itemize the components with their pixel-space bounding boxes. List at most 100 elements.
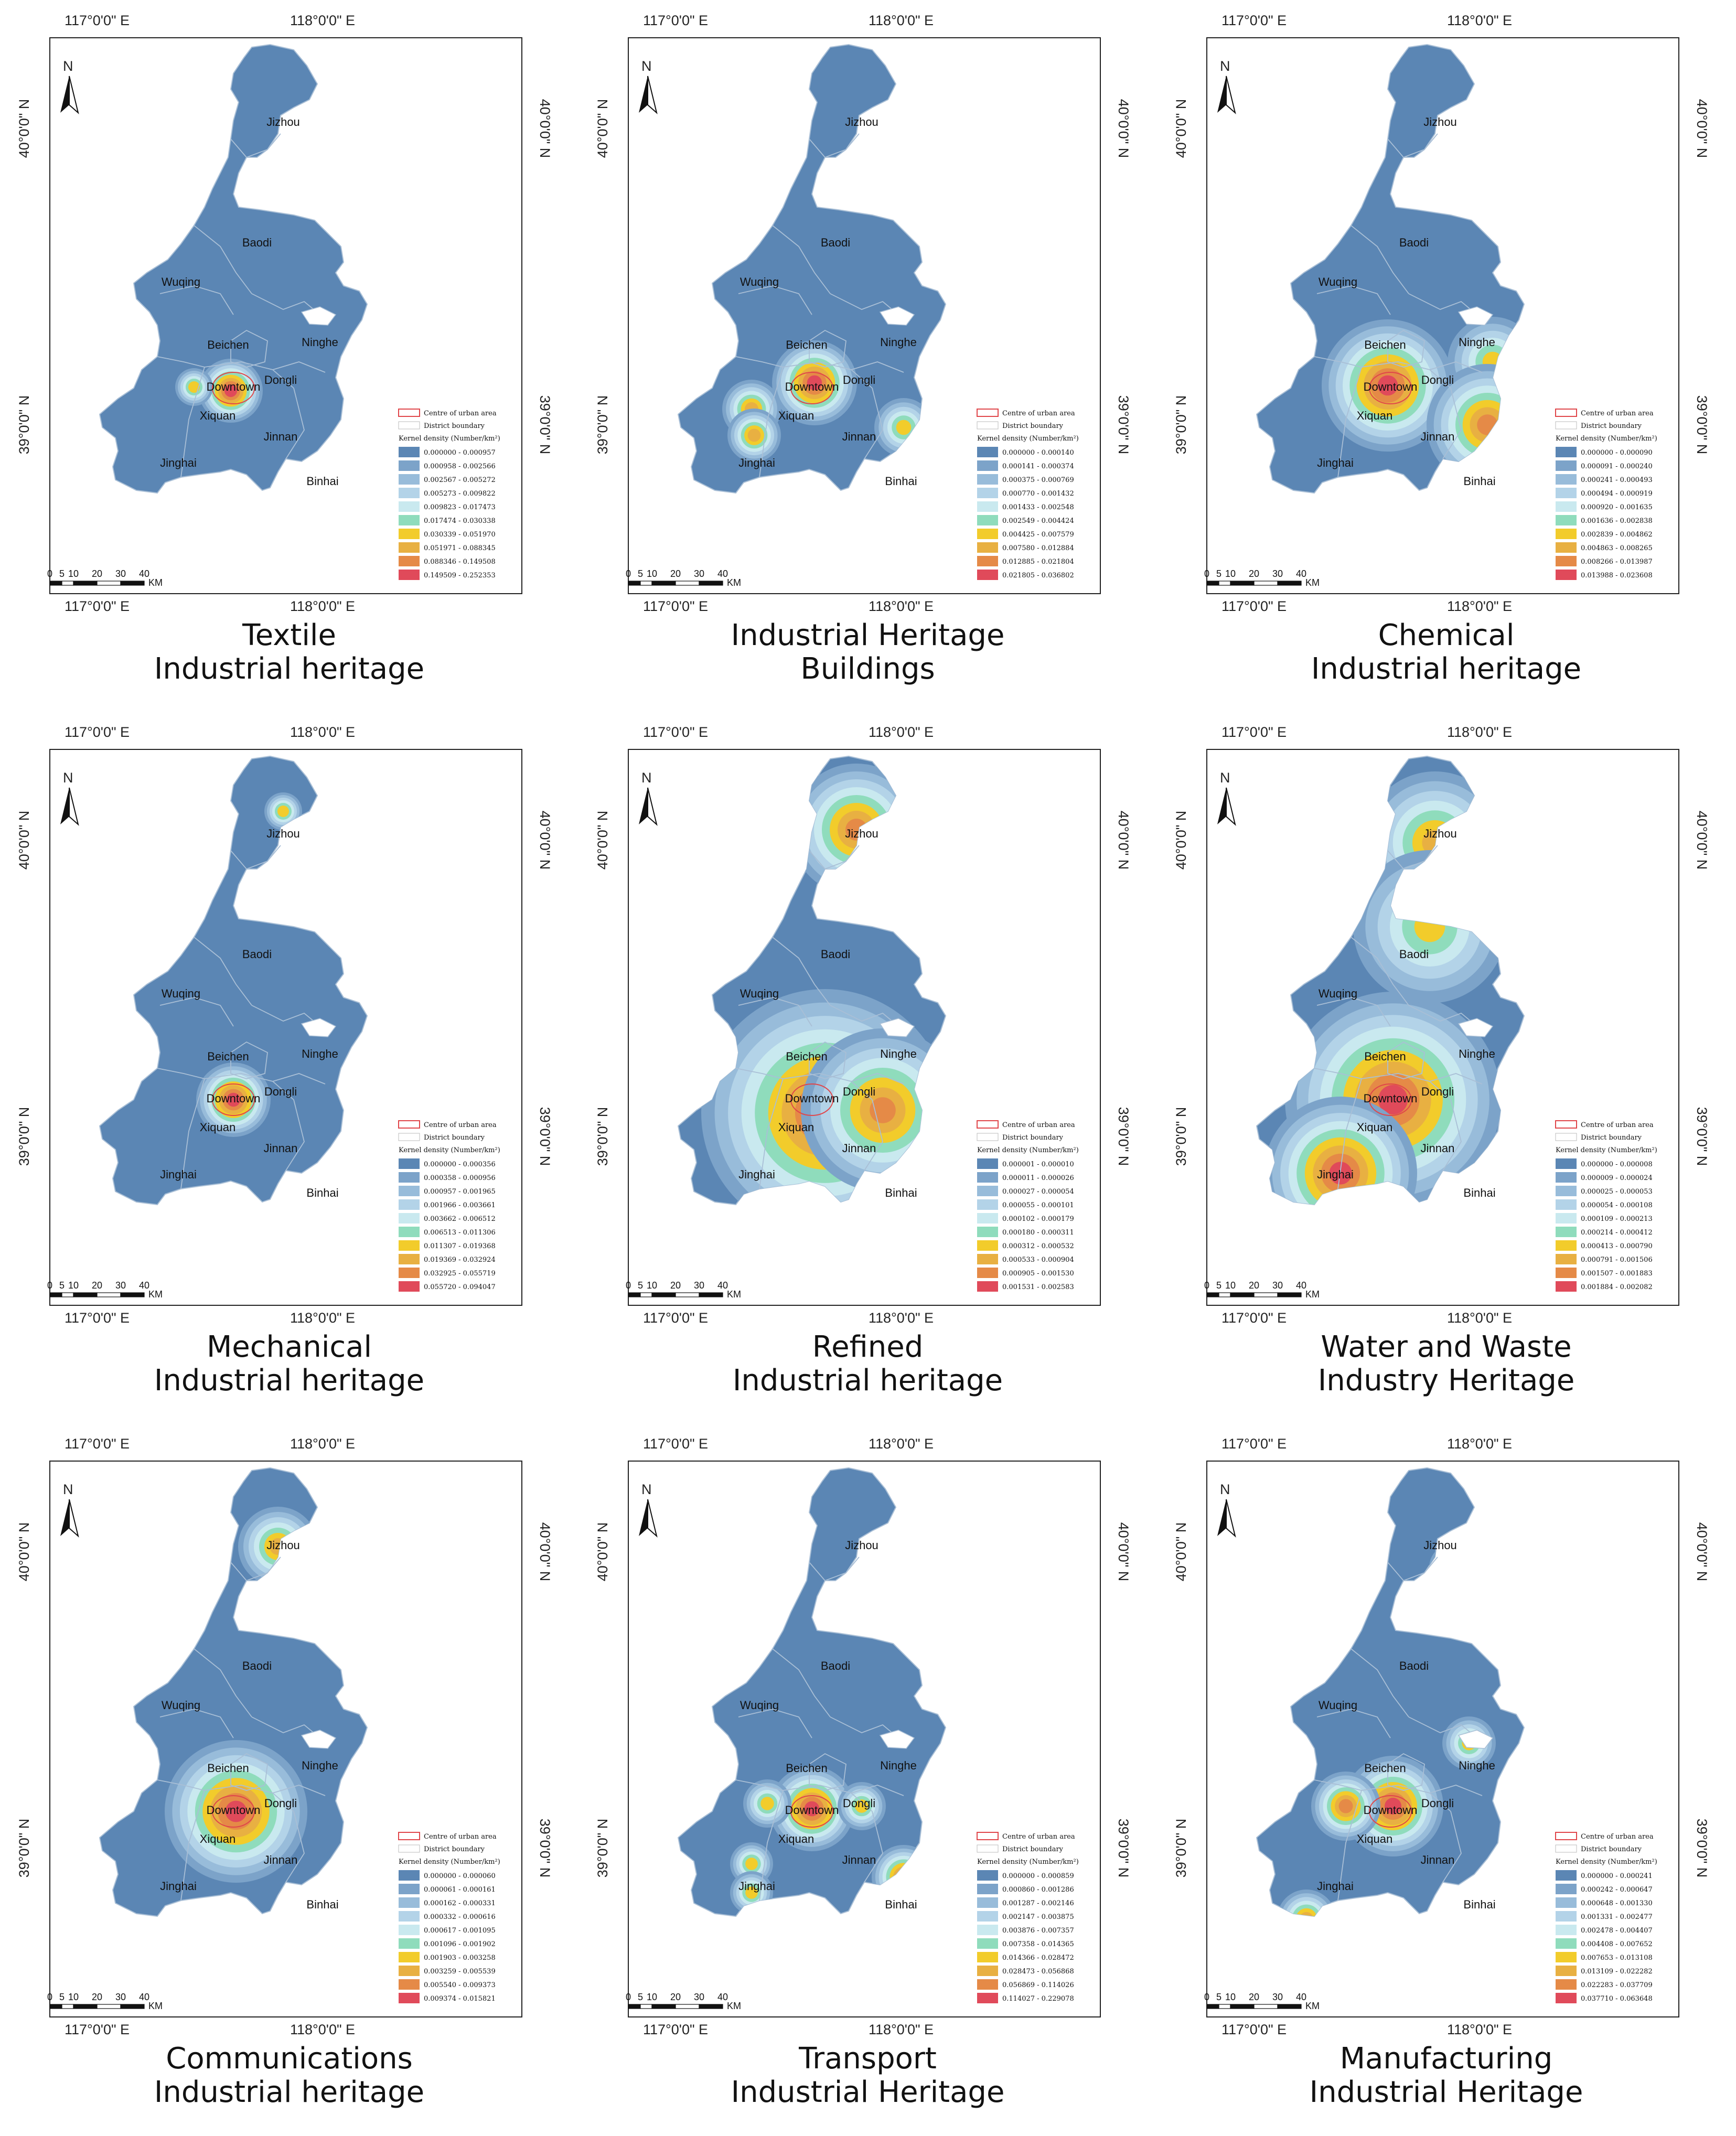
legend-swatch: [399, 1952, 420, 1962]
lake: [879, 306, 915, 326]
scale-tick-label: 40: [1296, 1280, 1306, 1291]
legend-swatch: [399, 515, 420, 525]
urban-centre-marker: [212, 1795, 255, 1828]
district-boundary: [809, 1041, 846, 1079]
legend-swatch: [1556, 1172, 1577, 1183]
latitude-label-left: 40°0'0" N: [1173, 1522, 1189, 1582]
legend-swatch: [1556, 1227, 1577, 1237]
district-label: Binhai: [885, 1186, 917, 1199]
caption-line-2: Industrial Heritage: [1309, 2075, 1583, 2109]
urban-centre-marker: [790, 1795, 833, 1828]
caption-line-1: Water and Waste: [1321, 1330, 1572, 1364]
caption-line-1: Textile: [242, 618, 336, 652]
district-boundary: [204, 1785, 294, 1812]
legend-range-label: 0.009374 - 0.015821: [424, 1995, 496, 2003]
legend-range-label: 0.000162 - 0.000331: [424, 1899, 496, 1907]
legend-range-label: 0.007653 - 0.013108: [1581, 1954, 1653, 1962]
district-boundary: [1408, 1716, 1477, 1738]
longitude-label-bottom: 118°0'0" E: [869, 2022, 934, 2037]
district-label: Jinghai: [1317, 1880, 1354, 1893]
district-boundary: [772, 1648, 831, 1718]
district-label: Jinghai: [160, 456, 197, 469]
legend-swatch: [1556, 1966, 1577, 1976]
scale-bar-segment: [651, 1292, 676, 1297]
district-label: Jinnan: [1421, 430, 1455, 443]
north-arrow-left: [60, 76, 69, 113]
legend-kd-title: Kernel density (Number/km²): [977, 435, 1079, 443]
district-label: Jinnan: [1421, 1142, 1455, 1155]
district-label: Dongli: [1421, 1797, 1454, 1810]
scale-tick-label: 40: [1296, 1992, 1306, 2002]
legend-swatch: [977, 1240, 998, 1251]
district-label: Jizhou: [845, 115, 878, 128]
district-boundary: [783, 361, 873, 389]
legend-range-label: 0.000055 - 0.000101: [1002, 1201, 1074, 1209]
legend-swatch: [1556, 556, 1577, 566]
longitude-label-bottom: 117°0'0" E: [65, 1310, 130, 1326]
legend-range-label: 0.001903 - 0.003258: [424, 1954, 496, 1962]
scale-tick-label: 30: [115, 1280, 126, 1291]
latitude-label-left: 40°0'0" N: [16, 99, 32, 158]
legend-swatch: [1556, 1870, 1577, 1881]
district-boundary: [272, 1073, 326, 1085]
legend-swatch: [977, 488, 998, 498]
longitude-label-top: 118°0'0" E: [869, 724, 934, 740]
legend-swatch: [1556, 460, 1577, 471]
legend-swatch: [399, 501, 420, 512]
scale-tick-label: 10: [1225, 1992, 1236, 2002]
scale-tick-label: 10: [68, 1280, 79, 1291]
latitude-label-right: 39°0'0" N: [537, 1819, 553, 1878]
district-boundary: [809, 1753, 846, 1791]
density-ring: [1381, 1933, 1395, 1947]
legend-boundary-swatch: [1555, 421, 1577, 430]
district-label: Ninghe: [1459, 1047, 1495, 1060]
district-boundary: [1387, 1753, 1425, 1791]
legend-range-label: 0.006513 - 0.011306: [424, 1229, 496, 1237]
north-arrow-icon: [1217, 1499, 1236, 1538]
legend-swatch: [977, 447, 998, 457]
district-label: Baodi: [242, 948, 272, 961]
district-label: Wuqing: [1319, 275, 1357, 288]
longitude-label-top: 118°0'0" E: [290, 13, 355, 28]
district-label: Jinghai: [160, 1168, 197, 1181]
latitude-label-left: 40°0'0" N: [1173, 99, 1189, 158]
legend-boundary-swatch: [977, 1844, 999, 1853]
scale-bar-segment: [699, 1292, 723, 1297]
legend-swatch: [399, 474, 420, 485]
district-label: Wuqing: [162, 1699, 200, 1712]
legend-range-label: 0.149509 - 0.252353: [424, 572, 496, 579]
legend-boundary-label: District boundary: [1002, 1845, 1064, 1853]
legend-boundary-swatch: [977, 421, 999, 430]
district-label: Xiquan: [200, 1832, 236, 1845]
legend-range-label: 0.005540 - 0.009373: [424, 1981, 496, 1989]
density-ring: [1385, 1798, 1401, 1815]
legend-swatch: [1556, 1952, 1577, 1962]
legend-range-label: 0.003259 - 0.005539: [424, 1968, 496, 1976]
latitude-label-right: 39°0'0" N: [1694, 1819, 1710, 1878]
scale-tick-label: 40: [717, 1992, 728, 2002]
district-label: Ninghe: [1459, 336, 1495, 349]
map-chemical: 117°0'0" E 117°0'0" E 118°0'0" E 118°0'0" E…: [1173, 13, 1710, 614]
legend-boundary-label: District boundary: [1581, 422, 1642, 430]
district-boundary: [1337, 367, 1362, 478]
scale-tick-label: 20: [670, 1992, 681, 2002]
legend-swatch: [1556, 542, 1577, 553]
map-caption: Textile Industrial heritage: [0, 619, 578, 686]
density-ring: [188, 381, 200, 393]
map-frame: [628, 1461, 1101, 2017]
longitude-label-bottom: 118°0'0" E: [290, 598, 355, 614]
longitude-label-top: 118°0'0" E: [1447, 1436, 1512, 1452]
district-boundary: [735, 1068, 784, 1079]
district-label: Binhai: [885, 1898, 917, 1911]
legend-range-label: 0.001507 - 0.001883: [1581, 1270, 1653, 1278]
district-label: Xiquan: [778, 409, 815, 422]
legend-swatch: [1556, 1268, 1577, 1278]
district-boundary: [851, 1785, 904, 1796]
district-label: Baodi: [821, 1659, 850, 1672]
legend-swatch: [977, 1966, 998, 1976]
density-ring: [1370, 1923, 1406, 1958]
district-label: Binhai: [885, 475, 917, 488]
legend-swatch: [1556, 1213, 1577, 1223]
legend-centre-label: Centre of urban area: [424, 410, 497, 417]
latitude-label-left: 39°0'0" N: [16, 395, 32, 455]
